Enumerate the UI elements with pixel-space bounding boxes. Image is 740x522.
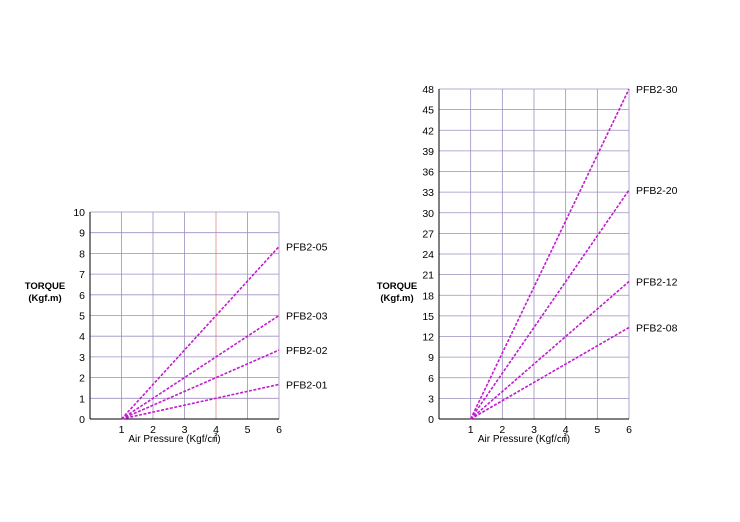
series-line [470,326,630,420]
y-tick-label: 21 [422,270,434,282]
y-tick-label: 8 [79,248,85,260]
y-tick-label: 45 [422,105,434,117]
series-label: PFB2-01 [286,379,328,391]
x-tick-label: 2 [150,424,156,436]
y-axis-label: (Kgf.m) [28,293,61,304]
series-line [120,246,280,420]
y-tick-label: 7 [79,269,85,281]
x-tick-label: 6 [276,424,282,436]
y-tick-label: 12 [422,332,434,344]
y-tick-label: 18 [422,290,434,302]
series-line [121,314,280,420]
y-tick-label: 3 [428,393,434,405]
y-tick-label: 0 [79,414,85,426]
y-tick-label: 3 [79,352,85,364]
series-label: PFB2-30 [636,84,678,96]
y-axis-label: TORQUE [25,281,65,292]
x-tick-label: 4 [213,424,219,436]
x-tick-label: 2 [499,424,505,436]
x-tick-label: 4 [563,424,569,436]
x-tick-label: 3 [182,424,188,436]
series-label: PFB2-05 [286,242,328,254]
y-tick-label: 4 [79,331,85,343]
x-tick-label: 6 [626,424,632,436]
series-line [469,88,630,420]
series-label: PFB2-03 [286,311,328,323]
series-label: PFB2-02 [286,345,328,357]
y-axis-label: TORQUE [377,281,417,292]
left-torque-chart: 0 1 2 3 4 5 6 7 8 9 10 1 2 3 4 5 6 Air Pressure (Kgf/㎠) TO… [25,207,328,445]
y-tick-label: 39 [422,146,434,158]
x-tick-label: 1 [119,424,125,436]
series-label: PFB2-12 [636,277,678,289]
y-tick-label: 2 [79,373,85,385]
y-axis-label: (Kgf.m) [380,293,413,304]
y-tick-label: 9 [79,228,85,240]
y-tick-label: 6 [428,373,434,385]
y-tick-label: 36 [422,167,434,179]
x-axis-label: Air Pressure (Kgf/㎠) [478,433,570,445]
x-tick-label: 5 [245,424,251,436]
y-tick-label: 5 [79,311,85,323]
y-tick-label: 27 [422,228,434,240]
y-tick-label: 6 [79,290,85,302]
y-tick-label: 0 [428,414,434,426]
series-line [121,383,280,420]
x-tick-label: 3 [531,424,537,436]
y-tick-label: 33 [422,187,434,199]
series-label: PFB2-20 [636,185,678,197]
y-tick-label: 42 [422,125,434,137]
x-tick-label: 5 [594,424,600,436]
x-axis-label: Air Pressure (Kgf/㎠) [128,433,220,445]
y-tick-label: 1 [79,393,85,405]
series-line [470,189,630,420]
series-label: PFB2-08 [636,323,678,335]
series-line [470,280,630,420]
y-tick-label: 30 [422,208,434,220]
x-tick-label: 1 [468,424,474,436]
y-tick-label: 9 [428,352,434,364]
series-line [121,349,280,420]
y-tick-label: 10 [73,207,85,219]
y-tick-label: 24 [422,249,434,261]
y-tick-label: 48 [422,84,434,96]
y-tick-label: 15 [422,311,434,323]
